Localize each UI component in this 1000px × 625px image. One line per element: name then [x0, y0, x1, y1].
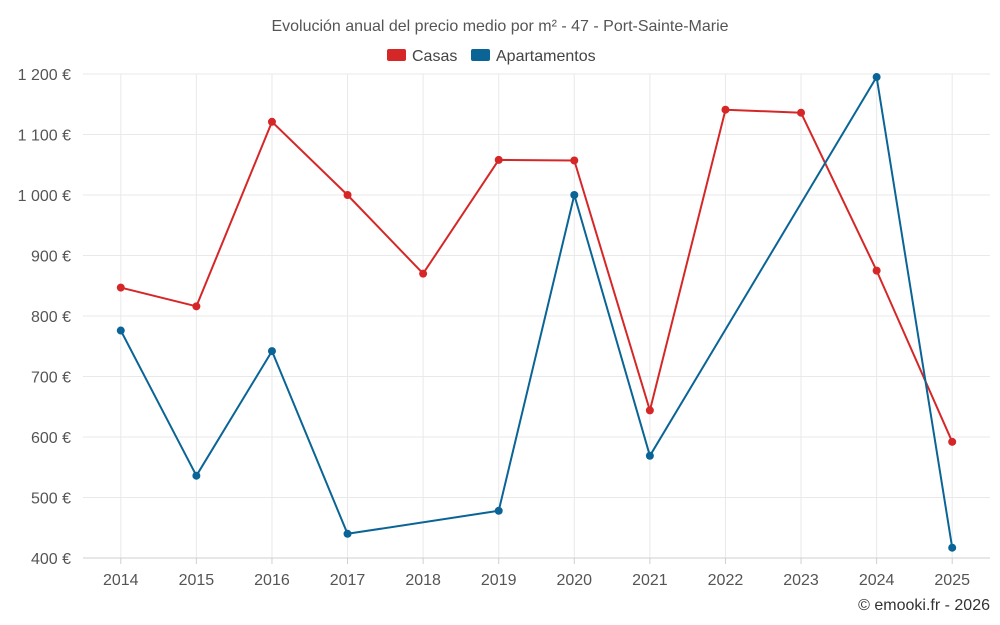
x-tick-label: 2021	[632, 572, 668, 589]
series-line-casas	[120, 108, 954, 443]
y-tick-label: 800 €	[31, 309, 71, 326]
data-point-casas[interactable]: Casas 2021: 644	[645, 406, 654, 415]
data-point-apartamentos[interactable]: Apartamentos 2016: 742	[267, 347, 276, 356]
data-point-casas[interactable]: Casas 2022: 1141	[721, 105, 730, 114]
legend-swatch-apartamentos	[471, 49, 490, 61]
chart-title: Evolución anual del precio medio por m² …	[271, 18, 728, 35]
y-tick-label: 1 200 €	[18, 67, 71, 84]
x-tick-label: 2018	[405, 572, 441, 589]
data-point-casas[interactable]: Casas 2024: 875	[872, 266, 881, 275]
data-point-apartamentos[interactable]: Apartamentos 2019: 478	[494, 506, 503, 515]
y-tick-label: 600 €	[31, 430, 71, 447]
data-point-casas[interactable]: Casas 2023: 1136	[797, 108, 806, 117]
legend: Casas Apartamentos	[387, 48, 596, 65]
x-axis: 2014 2015 2016 2017 2018 2019 2020 2021 2022 2023…	[83, 557, 990, 589]
x-tick-label: 2025	[934, 572, 970, 589]
y-tick-label: 1 100 €	[18, 128, 71, 145]
y-tick-label: 400 €	[31, 551, 71, 568]
x-tick-label: 2024	[859, 572, 895, 589]
x-tick-label: 2023	[783, 572, 819, 589]
data-point-casas[interactable]: Casas 2016: 1121	[267, 117, 276, 126]
data-point-casas[interactable]: Casas 2014: 847	[116, 283, 125, 292]
data-point-apartamentos[interactable]: Apartamentos 2024: 1195	[872, 73, 881, 82]
x-tick-label: 2019	[481, 572, 517, 589]
x-tick-label: 2016	[254, 572, 290, 589]
x-tick-label: 2017	[330, 572, 366, 589]
series-line-apartamentos	[119, 76, 954, 548]
y-tick-label: 500 €	[31, 491, 71, 508]
y-axis: 400 € 500 € 600 € 700 € 800 € 900 € 1 000 € 1 1…	[18, 67, 71, 568]
y-tick-label: 1 000 €	[18, 188, 71, 205]
data-point-apartamentos[interactable]: Apartamentos 2021: 569	[645, 451, 654, 460]
data-point-casas[interactable]: Casas 2019: 1058	[494, 155, 503, 164]
x-tick-label: 2014	[103, 572, 139, 589]
legend-item-casas[interactable]: Casas	[387, 48, 457, 65]
data-point-casas[interactable]: Casas 2015: 816	[192, 302, 201, 311]
legend-label-casas: Casas	[412, 48, 457, 65]
series-casas: Casas 2014: 847 Casas 2015: 816 Casas 2016…	[116, 105, 957, 446]
legend-swatch-casas	[387, 49, 406, 61]
data-point-apartamentos[interactable]: Apartamentos 2015: 536	[192, 471, 201, 480]
data-point-apartamentos[interactable]: Apartamentos 2017: 440	[343, 529, 352, 538]
data-point-apartamentos[interactable]: Apartamentos 2025: 417	[948, 543, 957, 552]
y-tick-label: 700 €	[31, 370, 71, 387]
grid	[83, 73, 990, 559]
legend-label-apartamentos: Apartamentos	[496, 48, 596, 65]
data-point-casas[interactable]: Casas 2018: 870	[419, 269, 428, 278]
data-point-casas[interactable]: Casas 2020: 1057	[570, 156, 579, 165]
series-apartamentos: Apartamentos 2014: 776 Apartamentos 2015:…	[116, 73, 957, 552]
data-point-apartamentos[interactable]: Apartamentos 2014: 776	[116, 326, 125, 335]
x-tick-label: 2022	[708, 572, 744, 589]
series: Casas 2014: 847 Casas 2015: 816 Casas 2016…	[116, 73, 957, 552]
x-tick-label: 2020	[556, 572, 592, 589]
credit-text: © emooki.fr - 2026	[858, 597, 990, 614]
data-point-casas[interactable]: Casas 2025: 592	[948, 437, 957, 446]
y-tick-label: 900 €	[31, 249, 71, 266]
x-tick-label: 2015	[179, 572, 215, 589]
legend-item-apartamentos[interactable]: Apartamentos	[471, 48, 596, 65]
